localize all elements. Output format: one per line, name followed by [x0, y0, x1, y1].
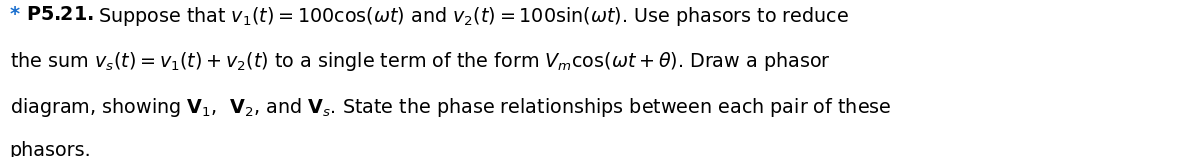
Text: phasors.: phasors. — [10, 141, 91, 157]
Text: diagram, showing $\mathbf{V}_1$,  $\mathbf{V}_2$, and $\mathbf{V}_s$. State the : diagram, showing $\mathbf{V}_1$, $\mathb… — [10, 96, 892, 119]
Text: *: * — [10, 5, 19, 24]
Text: Suppose that $v_1(t) = 100\cos(\omega t)$ and $v_2(t) = 100\sin(\omega t)$. Use : Suppose that $v_1(t) = 100\cos(\omega t)… — [98, 5, 850, 28]
Text: the sum $v_s(t) = v_1(t) + v_2(t)$ to a single term of the form $V_m\cos(\omega : the sum $v_s(t) = v_1(t) + v_2(t)$ to a … — [10, 50, 830, 73]
Text: $\mathbf{P5.21.}$: $\mathbf{P5.21.}$ — [26, 5, 94, 24]
